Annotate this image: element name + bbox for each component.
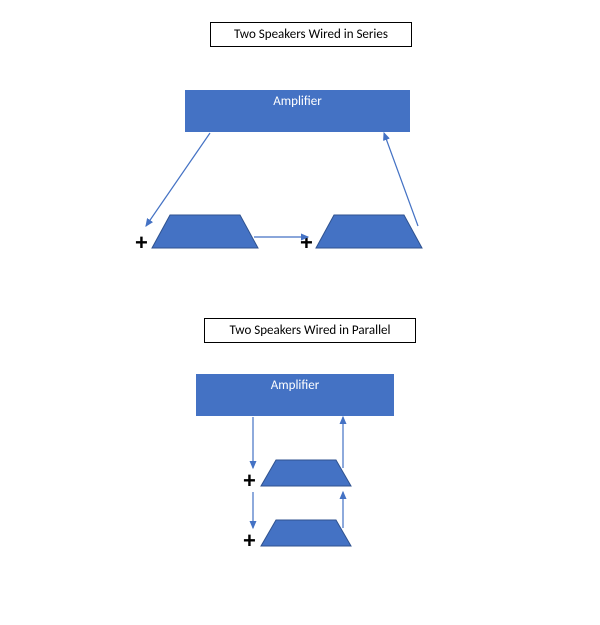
series-title-text: Two Speakers Wired in Series — [234, 27, 388, 42]
series-sp2-plus-icon: + — [300, 232, 313, 254]
parallel-amplifier: Amplifier — [196, 374, 394, 416]
parallel-sp2-minus-icon: − — [330, 530, 345, 556]
parallel-amp-label: Amplifier — [271, 378, 320, 393]
parallel-title-text: Two Speakers Wired in Parallel — [229, 323, 390, 338]
parallel-title-box: Two Speakers Wired in Parallel — [204, 318, 416, 343]
series-amp-label: Amplifier — [273, 94, 322, 109]
parallel-sp1-minus-icon: − — [330, 470, 345, 496]
series-wire-sp2-to-amp — [384, 133, 418, 226]
series-wire-amp-to-sp1 — [146, 133, 210, 226]
series-amplifier: Amplifier — [185, 90, 410, 132]
parallel-sp1-plus-icon: + — [243, 470, 256, 492]
parallel-sp2-plus-icon: + — [243, 530, 256, 552]
series-sp1-minus-icon: − — [238, 232, 254, 260]
series-sp2-minus-icon: − — [402, 232, 418, 260]
series-sp1-plus-icon: + — [135, 232, 148, 254]
series-title-box: Two Speakers Wired in Series — [210, 22, 412, 47]
